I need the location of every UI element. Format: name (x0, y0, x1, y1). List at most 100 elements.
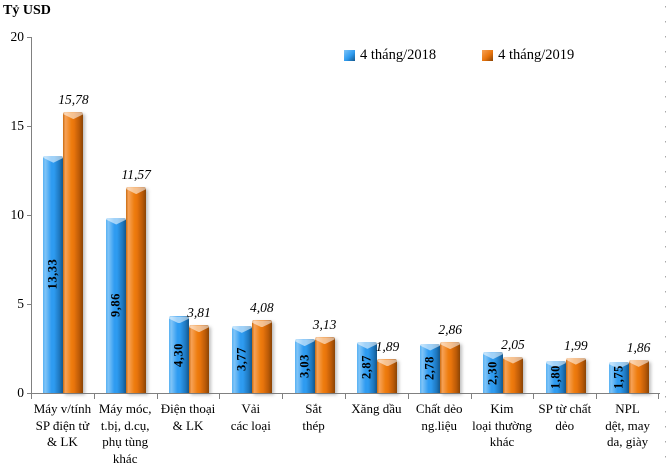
category-label: Điện thoại & LK (160, 401, 216, 433)
x-tick (596, 394, 597, 399)
bar-value-label-2019: 1,86 (626, 339, 651, 355)
bar-value-label-2019: 15,78 (58, 92, 89, 108)
bar-bevel-highlight (63, 112, 84, 120)
chart-right-border (665, 6, 666, 467)
bar-2018: 2,30 (482, 352, 503, 393)
x-tick (533, 394, 534, 399)
bar-2018: 3,03 (294, 339, 315, 393)
bar-group: 3,03 3,13 (283, 37, 346, 393)
bar-bevel-highlight (126, 187, 147, 195)
bar-group: 13,33 15,78 (32, 37, 95, 393)
bar-bevel-highlight (188, 325, 209, 333)
bar-value-label-2018: 1,80 (548, 365, 563, 389)
bar-bevel-highlight (377, 359, 398, 367)
bar-bevel-highlight (440, 342, 461, 350)
bar-group: 1,80 1,99 (534, 37, 597, 393)
bar-value-label-2018: 3,03 (297, 354, 312, 378)
y-tick-label: 20 (10, 29, 25, 44)
bar-2018: 13,33 (43, 155, 64, 393)
bar-2018: 1,80 (545, 360, 566, 393)
bar-value-label-2019: 1,99 (563, 337, 588, 353)
x-tick (471, 394, 472, 399)
y-tick-label: 5 (17, 296, 24, 311)
legend-swatch-2018-icon (344, 50, 355, 61)
bar-value-label-2018: 13,33 (45, 259, 60, 290)
bar-2018: 9,86 (106, 217, 127, 393)
bar-bevel-highlight (314, 337, 335, 345)
bar-group: 9,86 11,57 (95, 37, 158, 393)
legend-item-2019: 4 tháng/2019 (482, 47, 574, 64)
bar-bevel-highlight (43, 155, 64, 163)
bar-2019 (440, 342, 461, 393)
legend-item-2018: 4 tháng/2018 (344, 47, 436, 64)
y-tick (27, 215, 32, 216)
bar-2019 (251, 320, 272, 393)
bar-2019 (188, 325, 209, 393)
bar-group: 3,77 4,08 (220, 37, 283, 393)
y-tick (27, 37, 32, 38)
bar-value-label-2018: 2,78 (422, 356, 437, 381)
bar-2018: 4,30 (168, 316, 189, 393)
x-tick (219, 394, 220, 399)
category-label: Sắt thép (302, 401, 325, 433)
bar-group: 2,30 2,05 (472, 37, 535, 393)
legend-label-2018: 4 tháng/2018 (360, 47, 437, 63)
legend: 4 tháng/2018 4 tháng/2019 (344, 47, 574, 64)
category-label: Máy móc, t.bị, d.cụ, phụ tùng khác (98, 401, 152, 466)
bar-value-label-2019: 11,57 (121, 167, 151, 183)
legend-label-2019: 4 tháng/2019 (498, 47, 575, 63)
bar-bevel-highlight (231, 325, 252, 333)
bar-bevel-highlight (565, 357, 586, 365)
bar-bevel-highlight (357, 341, 378, 349)
bar-value-label-2018: 2,30 (485, 360, 500, 385)
bar-2019 (502, 356, 523, 393)
bar-value-label-2019: 2,05 (501, 336, 525, 352)
y-axis-title: Tỷ USD (3, 3, 51, 18)
category-label: Máy v/tính SP điện tử & LK (33, 401, 92, 449)
bar-bevel-highlight (251, 320, 272, 328)
category-label: Kim loại thường khác (472, 401, 532, 449)
bar-group: 1,75 1,86 (597, 37, 660, 393)
bar-bevel-highlight (294, 339, 315, 347)
category-label: Chất dẻo ng.liệu (415, 401, 463, 433)
category-label: SP từ chất dẻo (538, 401, 592, 433)
bar-bevel-highlight (545, 360, 566, 368)
y-tick (27, 126, 32, 127)
bar-value-label-2019: 4,08 (249, 300, 274, 316)
bar-value-label-2019: 2,86 (438, 322, 462, 338)
bar-bevel-highlight (628, 359, 649, 367)
category-label: NPL dệt, may da, giày (605, 401, 650, 449)
bar-bevel-highlight (482, 352, 503, 360)
bar-value-label-2018: 2,87 (359, 355, 374, 380)
bar-bevel-highlight (106, 217, 127, 225)
x-tick (282, 394, 283, 399)
bar-2018: 2,87 (357, 341, 378, 393)
bar-2018: 3,77 (231, 325, 252, 393)
x-tick (157, 394, 158, 399)
bar-bevel-highlight (502, 356, 523, 364)
bar-group: 4,30 3,81 (158, 37, 221, 393)
bar-2019 (63, 112, 84, 393)
bar-value-label-2019: 3,81 (187, 305, 211, 321)
plot-area: 13,33 15,78 9,86 11,57 4,30 3,81 3,77 4,08 3,03 3… (31, 37, 660, 394)
bar-group: 2,87 1,89 (346, 37, 409, 393)
bar-value-label-2018: 4,30 (171, 342, 186, 367)
bar-2018: 2,78 (420, 343, 441, 393)
category-label: Vải các loại (230, 401, 271, 433)
x-tick (345, 394, 346, 399)
x-tick (94, 394, 95, 399)
bar-bevel-highlight (608, 361, 629, 369)
y-tick-label: 10 (10, 207, 25, 222)
y-tick (27, 393, 32, 394)
bar-group: 2,78 2,86 (409, 37, 472, 393)
legend-swatch-2019-icon (482, 50, 494, 61)
y-tick (27, 304, 32, 305)
bar-2019 (628, 359, 649, 393)
bar-2019 (377, 359, 398, 393)
x-tick (658, 394, 659, 399)
bar-value-label-2018: 3,77 (234, 347, 249, 372)
bar-value-label-2019: 1,89 (375, 339, 400, 355)
bar-2019 (126, 187, 147, 393)
x-tick (408, 394, 409, 399)
